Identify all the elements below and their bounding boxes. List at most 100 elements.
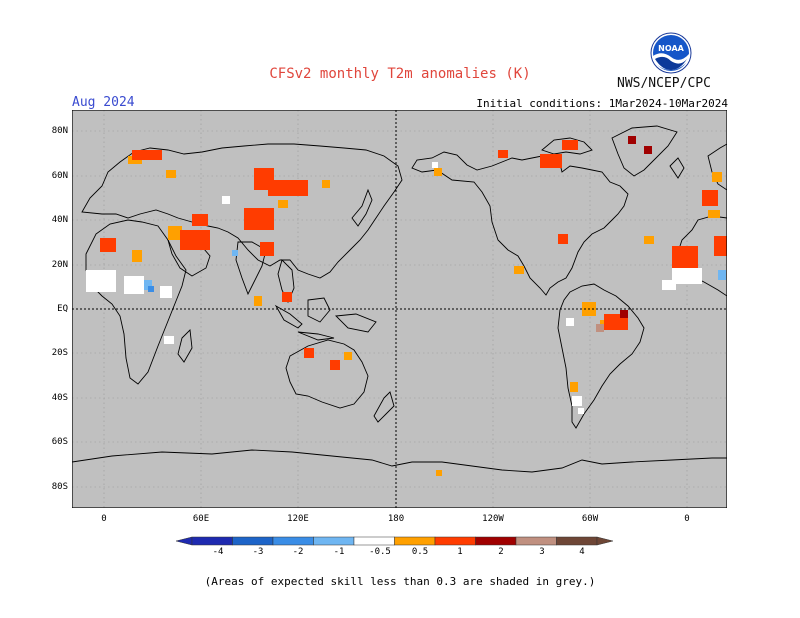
coast-arctic-islands (541, 137, 593, 155)
colorbar-label: -4 (212, 547, 224, 557)
valid-month-label: Aug 2024 (72, 95, 135, 110)
anomaly-patch (166, 170, 176, 178)
lat-label: 80S (51, 482, 68, 492)
colorbar-label: -3 (252, 547, 264, 557)
anomaly-patch (222, 196, 230, 204)
lat-label: 20S (51, 348, 68, 358)
lon-label: 60W (581, 514, 599, 524)
anomaly-patch (164, 336, 174, 344)
anomaly-patch (596, 324, 604, 332)
anomaly-patch (132, 150, 162, 160)
coast-new-zealand (373, 391, 395, 423)
colorbar-label: 4 (579, 547, 585, 557)
colorbar-box (313, 536, 355, 546)
colorbar (175, 536, 614, 546)
anomaly-patch (268, 180, 308, 196)
lon-label: 60E (192, 514, 210, 524)
anomaly-patch (572, 396, 582, 406)
coast-sumatra (274, 304, 303, 329)
anomaly-patch (514, 266, 524, 274)
anomaly-patch (244, 208, 274, 230)
lat-label: 40S (51, 393, 68, 403)
anomaly-patch (672, 268, 702, 284)
coast-australia (285, 339, 369, 409)
coast-greenland (611, 125, 678, 177)
colorbar-box (394, 536, 436, 546)
lat-label: 60S (51, 437, 68, 447)
anomaly-patch (432, 162, 438, 168)
colorbar-boxes (175, 536, 614, 546)
colorbar-label: -2 (292, 547, 304, 557)
lon-label: 120W (482, 514, 504, 524)
agency-label: NWS/NCEP/CPC (617, 76, 711, 91)
anomaly-patch (86, 270, 116, 292)
lat-label: 60N (51, 171, 68, 181)
lat-label: 20N (51, 260, 68, 270)
anomaly-patch (232, 250, 238, 256)
colorbar-box (191, 536, 233, 546)
anomaly-patch (278, 200, 288, 208)
anomaly-patch (168, 226, 182, 240)
anomaly-patch (566, 318, 574, 326)
anomaly-patch (558, 234, 568, 244)
map-title: CFSv2 monthly T2m anomalies (K) (269, 66, 531, 82)
anomaly-patch (282, 292, 292, 302)
lon-label: 120E (287, 514, 309, 524)
anomaly-patch (662, 280, 676, 290)
coast-new-guinea (335, 313, 377, 333)
initial-conditions-label: Initial conditions: 1Mar2024-10Mar2024 (476, 97, 728, 110)
coast-india (235, 241, 267, 296)
colorbar-label: 1 (457, 547, 463, 557)
anomaly-shading (86, 136, 727, 476)
noaa-logo-text: NOAA (658, 44, 684, 53)
lon-label: 0 (101, 514, 107, 524)
anomaly-patch (100, 238, 116, 252)
lon-label: 180 (387, 514, 405, 524)
anomaly-patch (322, 180, 330, 188)
colorbar-box (434, 536, 476, 546)
anomaly-patch (148, 286, 154, 292)
colorbar-label: 2 (498, 547, 504, 557)
colorbar-arrow-right (596, 536, 614, 546)
anomaly-patch (672, 246, 698, 268)
colorbar-label: 3 (539, 547, 545, 557)
anomaly-patch (436, 470, 442, 476)
anomaly-patch (718, 270, 726, 280)
coast-borneo (307, 297, 331, 323)
anomaly-patch (702, 190, 718, 206)
colorbar-box (556, 536, 598, 546)
lon-label: 0 (684, 514, 690, 524)
anomaly-patch (132, 250, 142, 262)
anomaly-patch (160, 286, 172, 298)
anomaly-patch (628, 136, 636, 144)
anomaly-patch (570, 382, 578, 392)
anomaly-patch (260, 242, 274, 256)
lat-label: EQ (57, 304, 68, 314)
coast-uk (669, 157, 685, 179)
anomaly-patch (124, 276, 144, 294)
anomaly-patch (344, 352, 352, 360)
anomaly-patch (644, 146, 652, 154)
anomaly-map (72, 110, 727, 508)
anomaly-patch (644, 236, 654, 244)
colorbar-arrow-left (175, 536, 193, 546)
anomaly-patch (540, 154, 562, 168)
anomaly-patch (708, 210, 720, 218)
anomaly-patch (330, 360, 340, 370)
anomaly-patch (498, 150, 508, 158)
anomaly-patch (180, 230, 210, 250)
colorbar-box (272, 536, 314, 546)
footer-note: (Areas of expected skill less than 0.3 a… (204, 575, 596, 588)
coast-antarctica (72, 449, 727, 473)
noaa-logo-icon: NOAA (650, 32, 692, 74)
coast-java (297, 331, 335, 341)
anomaly-patch (192, 214, 208, 226)
colorbar-label: 0.5 (411, 547, 429, 557)
anomaly-patch (304, 348, 314, 358)
anomaly-patch (620, 310, 628, 318)
anomaly-patch (254, 296, 262, 306)
anomaly-patch (434, 168, 442, 176)
colorbar-box (475, 536, 517, 546)
anomaly-patch (578, 408, 584, 414)
anomaly-patch (712, 172, 722, 182)
